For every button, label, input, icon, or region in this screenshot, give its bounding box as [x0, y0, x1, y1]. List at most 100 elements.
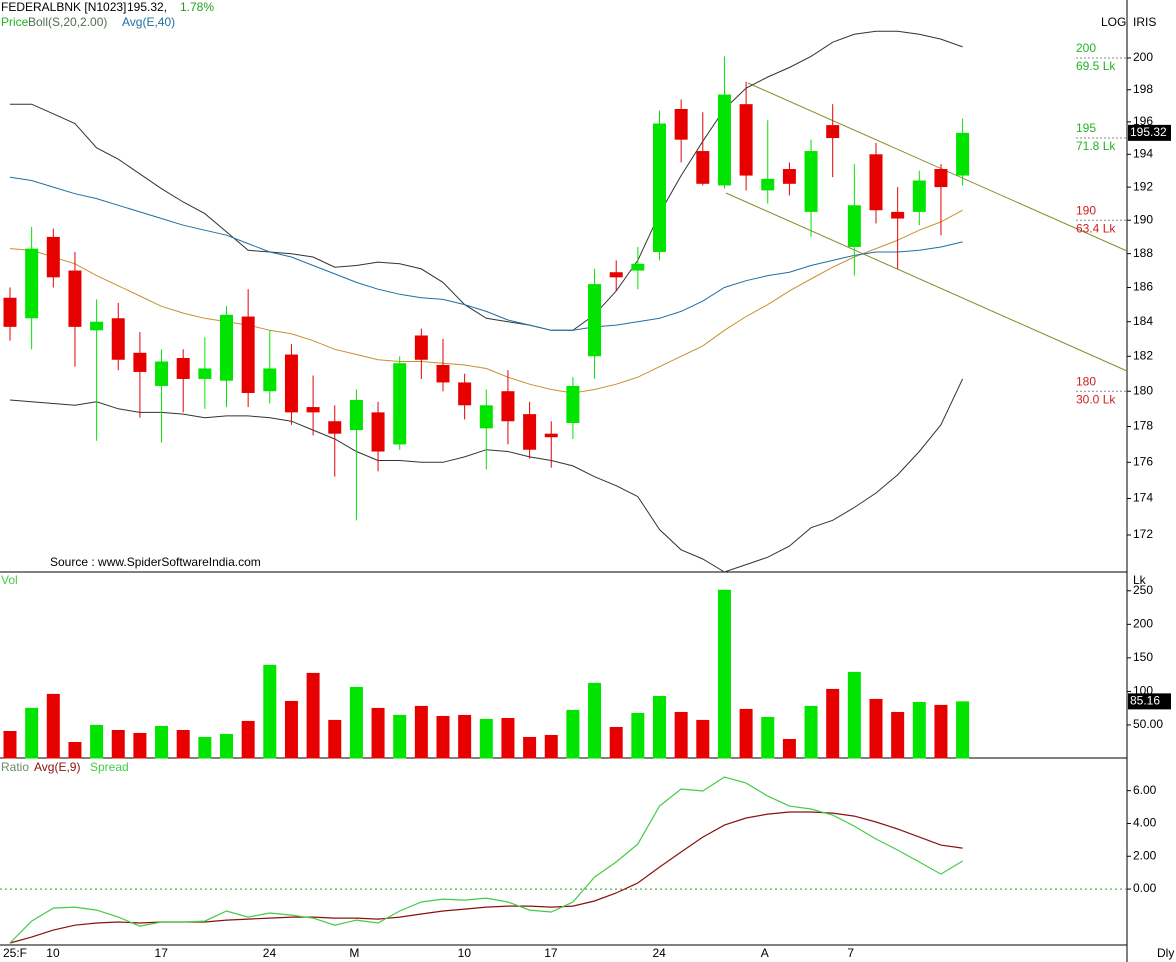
volume-bar	[804, 705, 818, 759]
y-tick-label: 194	[1133, 146, 1153, 160]
volume-bar	[155, 725, 169, 759]
volume-bar	[631, 712, 645, 759]
volume-bar	[414, 705, 428, 759]
candle-body	[761, 178, 775, 191]
volume-bar	[111, 729, 125, 759]
x-tick-label: A	[761, 946, 769, 960]
corner-label: IRIS	[1133, 15, 1156, 29]
bollinger-upper	[10, 30, 963, 331]
volume-bar	[393, 714, 407, 759]
volume-bar	[653, 695, 666, 759]
volume-bar	[826, 688, 840, 759]
y-tick-label: 6.00	[1133, 783, 1157, 797]
level-volume: 63.4 Lk	[1076, 221, 1116, 235]
change-label: 1.78%	[180, 0, 214, 14]
volume-bar	[458, 714, 472, 759]
volume-bar	[782, 738, 796, 759]
panel-title: Vol	[1, 573, 18, 587]
last-price-badge	[1128, 124, 1171, 141]
candle-body	[393, 363, 407, 445]
candle-body	[891, 211, 905, 219]
y-tick-label: 180	[1133, 383, 1153, 397]
candle-body	[284, 354, 298, 413]
candle-body	[804, 151, 818, 212]
volume-bar	[869, 698, 883, 759]
candle-body	[220, 314, 233, 381]
x-tick-label: 10	[458, 946, 472, 960]
candle-body	[674, 108, 688, 140]
panel-title: Ratio	[1, 760, 29, 774]
volume-bar	[696, 719, 710, 759]
last-volume: 85.16	[1130, 694, 1160, 708]
candle-body	[328, 421, 342, 434]
x-tick-label: 10	[46, 946, 60, 960]
last-price: 195.32	[1130, 125, 1167, 139]
y-tick-label: 150	[1133, 650, 1153, 664]
x-tick-label: M	[349, 946, 359, 960]
candle-body	[912, 180, 926, 212]
candle-body	[544, 433, 558, 438]
candle-body	[414, 335, 428, 360]
bollinger-middle	[9, 209, 963, 394]
trend-line	[725, 192, 1128, 372]
scale-label: LOG	[1101, 15, 1126, 29]
candle-body	[90, 321, 104, 331]
candle-body	[25, 248, 39, 319]
volume-bar	[284, 700, 298, 759]
candle-body	[263, 368, 277, 392]
level-label: 180	[1076, 374, 1096, 388]
legend-entry: Avg(E,9)	[34, 760, 80, 774]
candle-body	[717, 94, 731, 186]
volume-bar	[912, 701, 926, 759]
level-label: 190	[1076, 203, 1096, 217]
volume-bar	[176, 729, 190, 759]
y-tick-label: 4.00	[1133, 816, 1157, 830]
x-tick-label: 24	[263, 946, 277, 960]
title: FEDERALBNK [N1023]	[1, 0, 126, 14]
volume-bar	[306, 672, 320, 759]
candle-body	[847, 205, 861, 247]
candle-body	[176, 358, 190, 379]
trend-line	[747, 82, 1128, 252]
ema-line	[9, 176, 963, 331]
y-tick-label: 184	[1133, 314, 1153, 328]
level-label: 195	[1076, 121, 1096, 135]
y-tick-label: 172	[1133, 527, 1153, 541]
level-volume: 71.8 Lk	[1076, 139, 1116, 153]
candle-body	[3, 297, 17, 327]
y-tick-label: 186	[1133, 280, 1153, 294]
candle-body	[956, 132, 970, 176]
y-tick-label: 176	[1133, 454, 1153, 468]
volume-bar	[241, 720, 255, 759]
x-tick-label: 17	[544, 946, 558, 960]
candle-body	[111, 318, 125, 360]
volume-bar	[544, 734, 558, 759]
candle-body	[609, 272, 623, 278]
y-tick-label: 190	[1133, 212, 1153, 226]
y-tick-label: 192	[1133, 179, 1153, 193]
candle-body	[501, 391, 515, 422]
legend-entry: Avg(E,40)	[122, 15, 175, 29]
level-label: 200	[1076, 41, 1096, 55]
x-tick-label: 24	[653, 946, 667, 960]
candle-body	[46, 236, 60, 278]
volume-bar	[46, 693, 60, 759]
candle-body	[198, 368, 212, 379]
candle-body	[458, 382, 472, 406]
volume-bar	[479, 718, 493, 759]
unit-label: Lk	[1133, 573, 1147, 587]
volume-bar	[349, 686, 363, 759]
volume-bar	[328, 719, 342, 759]
y-tick-label: 198	[1133, 82, 1153, 96]
candle-body	[436, 364, 450, 383]
candle-body	[479, 405, 493, 429]
source: Source : www.SpiderSoftwareIndia.com	[50, 555, 261, 569]
candle-body	[133, 352, 147, 372]
y-tick-label: 200	[1133, 616, 1153, 630]
volume-bar	[25, 707, 39, 759]
volume-bar	[436, 715, 450, 759]
candle-body	[934, 169, 948, 188]
volume-bar	[934, 704, 948, 759]
